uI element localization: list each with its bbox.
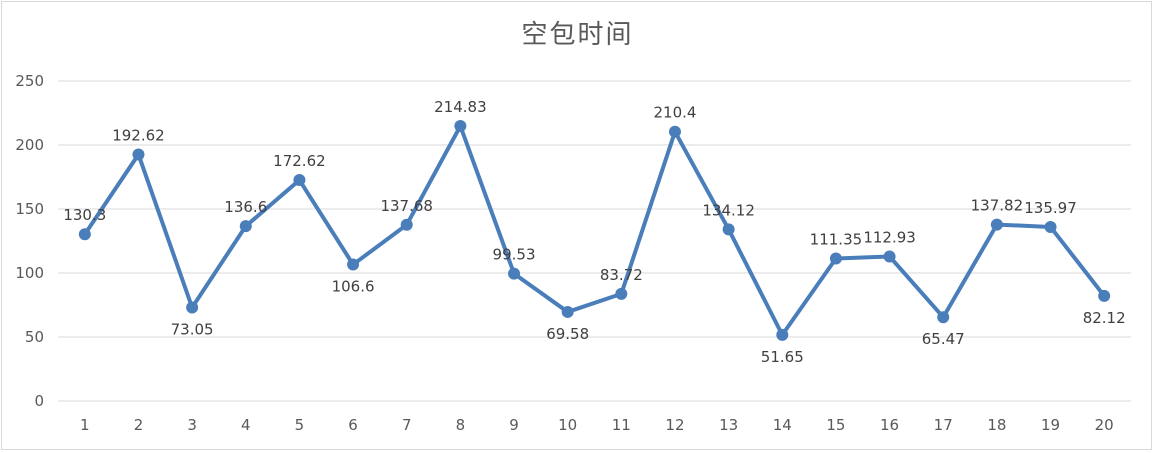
data-label: 172.62 <box>273 152 326 170</box>
data-point <box>829 252 842 265</box>
data-point <box>186 301 199 314</box>
series-line-group <box>82 124 1107 337</box>
data-points <box>78 120 1111 341</box>
y-tick-label: 50 <box>25 328 44 346</box>
data-point <box>1098 289 1111 302</box>
x-tick-label: 19 <box>1041 416 1060 434</box>
x-tick-label: 11 <box>612 416 631 434</box>
data-point <box>722 223 735 236</box>
x-tick-label: 5 <box>295 416 305 434</box>
data-point <box>347 258 360 271</box>
data-point <box>78 228 91 241</box>
x-tick-label: 18 <box>987 416 1006 434</box>
x-tick-label: 14 <box>773 416 792 434</box>
data-point <box>990 218 1003 231</box>
data-label: 137.82 <box>971 197 1024 215</box>
y-axis-ticks: 0 50 100 150 200 250 <box>15 72 44 410</box>
data-label: 73.05 <box>171 320 214 338</box>
x-tick-label: 2 <box>134 416 144 434</box>
x-tick-label: 20 <box>1095 416 1114 434</box>
x-tick-label: 16 <box>880 416 899 434</box>
x-tick-label: 1 <box>80 416 90 434</box>
data-label: 65.47 <box>922 330 965 348</box>
x-tick-label: 15 <box>826 416 845 434</box>
data-point <box>508 267 521 280</box>
y-tick-label: 200 <box>15 136 44 154</box>
data-point <box>668 125 681 138</box>
x-tick-label: 3 <box>187 416 197 434</box>
x-tick-label: 17 <box>934 416 953 434</box>
x-tick-label: 8 <box>456 416 466 434</box>
data-label: 99.53 <box>493 246 536 264</box>
data-point <box>400 218 413 231</box>
data-label: 82.12 <box>1083 309 1126 327</box>
data-label: 130.3 <box>63 206 106 224</box>
data-label: 137.68 <box>380 197 433 215</box>
chart-title: 空包时间 <box>521 20 634 50</box>
data-point <box>937 311 950 324</box>
y-tick-label: 250 <box>15 72 44 90</box>
data-label: 136.6 <box>224 198 267 216</box>
data-point <box>615 287 628 300</box>
x-tick-label: 12 <box>665 416 684 434</box>
data-point <box>454 120 467 133</box>
x-tick-label: 6 <box>348 416 358 434</box>
x-tick-label: 10 <box>558 416 577 434</box>
data-point <box>1044 220 1057 233</box>
y-tick-label: 0 <box>34 392 44 410</box>
data-label: 51.65 <box>761 348 804 366</box>
data-point <box>883 250 896 263</box>
gridlines <box>58 80 1131 402</box>
y-tick-label: 150 <box>15 200 44 218</box>
data-labels: 130.3 192.62 73.05 136.6 172.62 106.6 137.68 21… <box>63 98 1125 366</box>
data-label: 106.6 <box>332 278 375 296</box>
x-tick-label: 4 <box>241 416 251 434</box>
data-label: 192.62 <box>112 126 165 144</box>
data-label: 210.4 <box>653 104 696 122</box>
data-point <box>776 328 789 341</box>
series-line <box>82 124 1107 337</box>
x-axis-ticks: 1 2 3 4 5 6 7 8 9 10 11 12 13 14 15 16 17 18 19 20 <box>80 416 1114 434</box>
data-label: 134.12 <box>702 201 755 219</box>
data-label: 214.83 <box>434 98 487 116</box>
x-tick-label: 7 <box>402 416 412 434</box>
data-label: 112.93 <box>863 228 916 246</box>
data-label: 69.58 <box>546 325 589 343</box>
data-point <box>293 174 306 187</box>
data-label: 83.72 <box>600 266 643 284</box>
data-label: 111.35 <box>810 230 863 248</box>
data-point <box>561 305 574 318</box>
data-point <box>132 148 145 161</box>
x-tick-label: 13 <box>719 416 738 434</box>
y-tick-label: 100 <box>15 264 44 282</box>
x-tick-label: 9 <box>509 416 519 434</box>
data-point <box>239 220 252 233</box>
data-label: 135.97 <box>1024 199 1077 217</box>
